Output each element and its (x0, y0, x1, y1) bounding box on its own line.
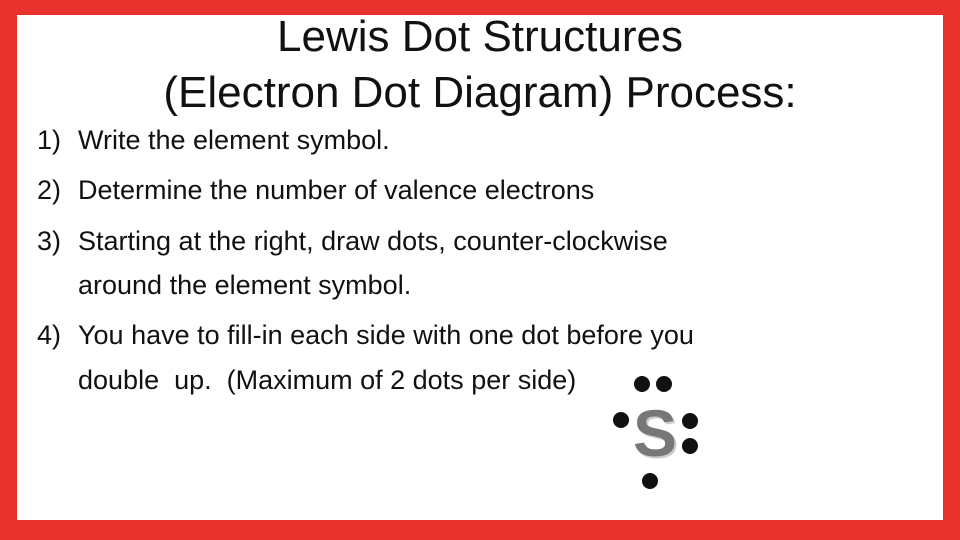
step-number: 3) (37, 226, 62, 256)
step-text: Determine the number of valence electron… (78, 175, 595, 205)
step-text: Write the element symbol. (78, 125, 390, 155)
slide-body (17, 15, 943, 520)
electron-dot (682, 438, 698, 454)
step-text: around the element symbol. (78, 270, 412, 300)
element-symbol: S (632, 396, 678, 470)
electron-dot (656, 376, 672, 392)
step-number: 1) (37, 125, 62, 155)
title-line: Lewis Dot Structures (277, 12, 683, 61)
step-text: You have to fill-in each side with one d… (78, 320, 694, 350)
step-number: 2) (37, 175, 62, 205)
step-text: double up. (Maximum of 2 dots per side) (78, 365, 577, 395)
electron-dot (613, 412, 629, 428)
title-line: (Electron Dot Diagram) Process: (163, 68, 797, 117)
step-text: Starting at the right, draw dots, counte… (78, 226, 668, 256)
electron-dot (642, 473, 658, 489)
electron-dot (682, 413, 698, 429)
electron-dot (634, 376, 650, 392)
step-number: 4) (37, 320, 62, 350)
